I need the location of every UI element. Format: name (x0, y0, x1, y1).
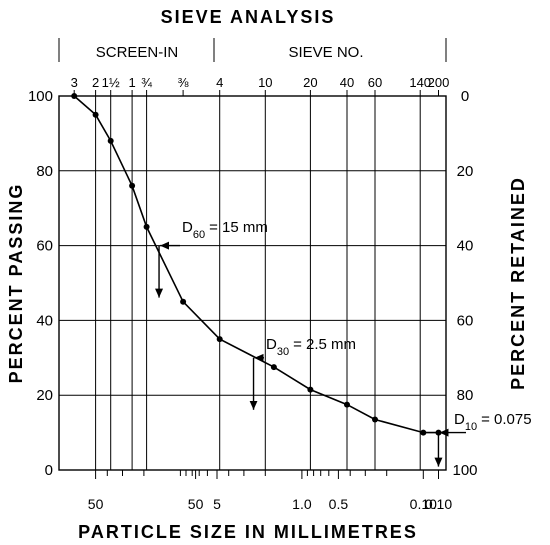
top-tick-label-6: 4 (216, 75, 223, 90)
data-point-0 (71, 93, 78, 99)
chart-title: SIEVE ANALYSIS (161, 7, 336, 27)
top-tick-label-10: 60 (368, 75, 382, 90)
y-axis-label-left: PERCENT PASSING (6, 183, 26, 384)
data-point-8 (307, 386, 314, 393)
bottom-minor-ticks (95, 470, 439, 479)
plot-frame (58, 95, 447, 471)
data-point-3 (129, 182, 136, 189)
bottom-tick-label-1: 50 (188, 496, 204, 512)
top-tick-label-9: 40 (340, 75, 354, 90)
annotation-label-d10: D10 = 0.075 (454, 411, 532, 433)
data-point-4 (143, 223, 150, 230)
bottom-tick-label-5: 0.10 (410, 496, 437, 512)
series-line-0 (73, 95, 439, 434)
section-label-screen: SCREEN-IN (96, 44, 179, 61)
top-tick-label-5: ⅜ (178, 75, 189, 90)
left-tick-label-5: 100 (28, 88, 53, 105)
top-tick-label-3: 1 (128, 75, 135, 90)
top-tick-label-7: 10 (258, 75, 272, 90)
left-tick-label-1: 20 (36, 387, 53, 404)
bottom-tick-label-3: 1.0 (292, 496, 312, 512)
section-label-sieve: SIEVE NO. (288, 44, 363, 61)
top-tick-label-12: 200 (428, 75, 450, 90)
top-tick-label-1: 2 (92, 75, 99, 90)
data-point-1 (92, 111, 99, 118)
left-tick-label-3: 60 (36, 238, 53, 255)
data-point-6 (216, 336, 223, 343)
right-tick-label-0: 100 (452, 462, 477, 479)
data-point-5 (180, 298, 187, 305)
annotation-label-d60: D60 = 15 mm (182, 219, 268, 241)
annotation-label-d30: D30 = 2.5 mm (266, 336, 356, 358)
top-tick-label-11: 140 (409, 75, 431, 90)
annotations: D60 = 15 mm D30 = 2.5 mm D10 = 0.075 (155, 219, 532, 467)
data-point-7 (270, 364, 277, 371)
bottom-tick-label-6: 0.10 (425, 496, 452, 512)
bottom-tick-labels: 50 50 5 1.0 0.5 0.100.10 (88, 496, 453, 512)
right-tick-label-5: 0 (461, 88, 469, 105)
right-tick-labels: 100 80 60 40 20 0 (452, 88, 477, 479)
top-tick-label-4: ¾ (141, 75, 152, 90)
data-point-10 (372, 416, 378, 423)
gridlines (59, 96, 446, 470)
right-tick-label-2: 60 (457, 312, 474, 329)
data-point-2 (107, 137, 114, 144)
left-tick-labels: 0 20 40 60 80 100 (28, 88, 53, 479)
data-point-9 (344, 401, 350, 408)
left-tick-label-4: 80 (36, 163, 53, 180)
data-point-11 (420, 429, 427, 436)
left-tick-label-2: 40 (36, 312, 53, 329)
left-tick-label-0: 0 (45, 462, 53, 479)
y-axis-label-right: PERCENT RETAINED (508, 176, 528, 390)
top-tick-label-8: 20 (303, 75, 317, 90)
right-tick-label-3: 40 (457, 238, 474, 255)
right-tick-label-1: 80 (457, 387, 474, 404)
bottom-tick-label-0: 50 (88, 496, 104, 512)
right-tick-label-4: 20 (457, 163, 474, 180)
top-tick-label-0: 3 (71, 75, 78, 90)
top-tick-label-2: 1½ (102, 75, 120, 90)
bottom-tick-label-4: 0.5 (329, 496, 349, 512)
x-axis-label: PARTICLE SIZE IN MILLIMETRES (78, 522, 418, 542)
bottom-tick-label-2: 5 (213, 496, 221, 512)
gradation-series (71, 93, 442, 436)
